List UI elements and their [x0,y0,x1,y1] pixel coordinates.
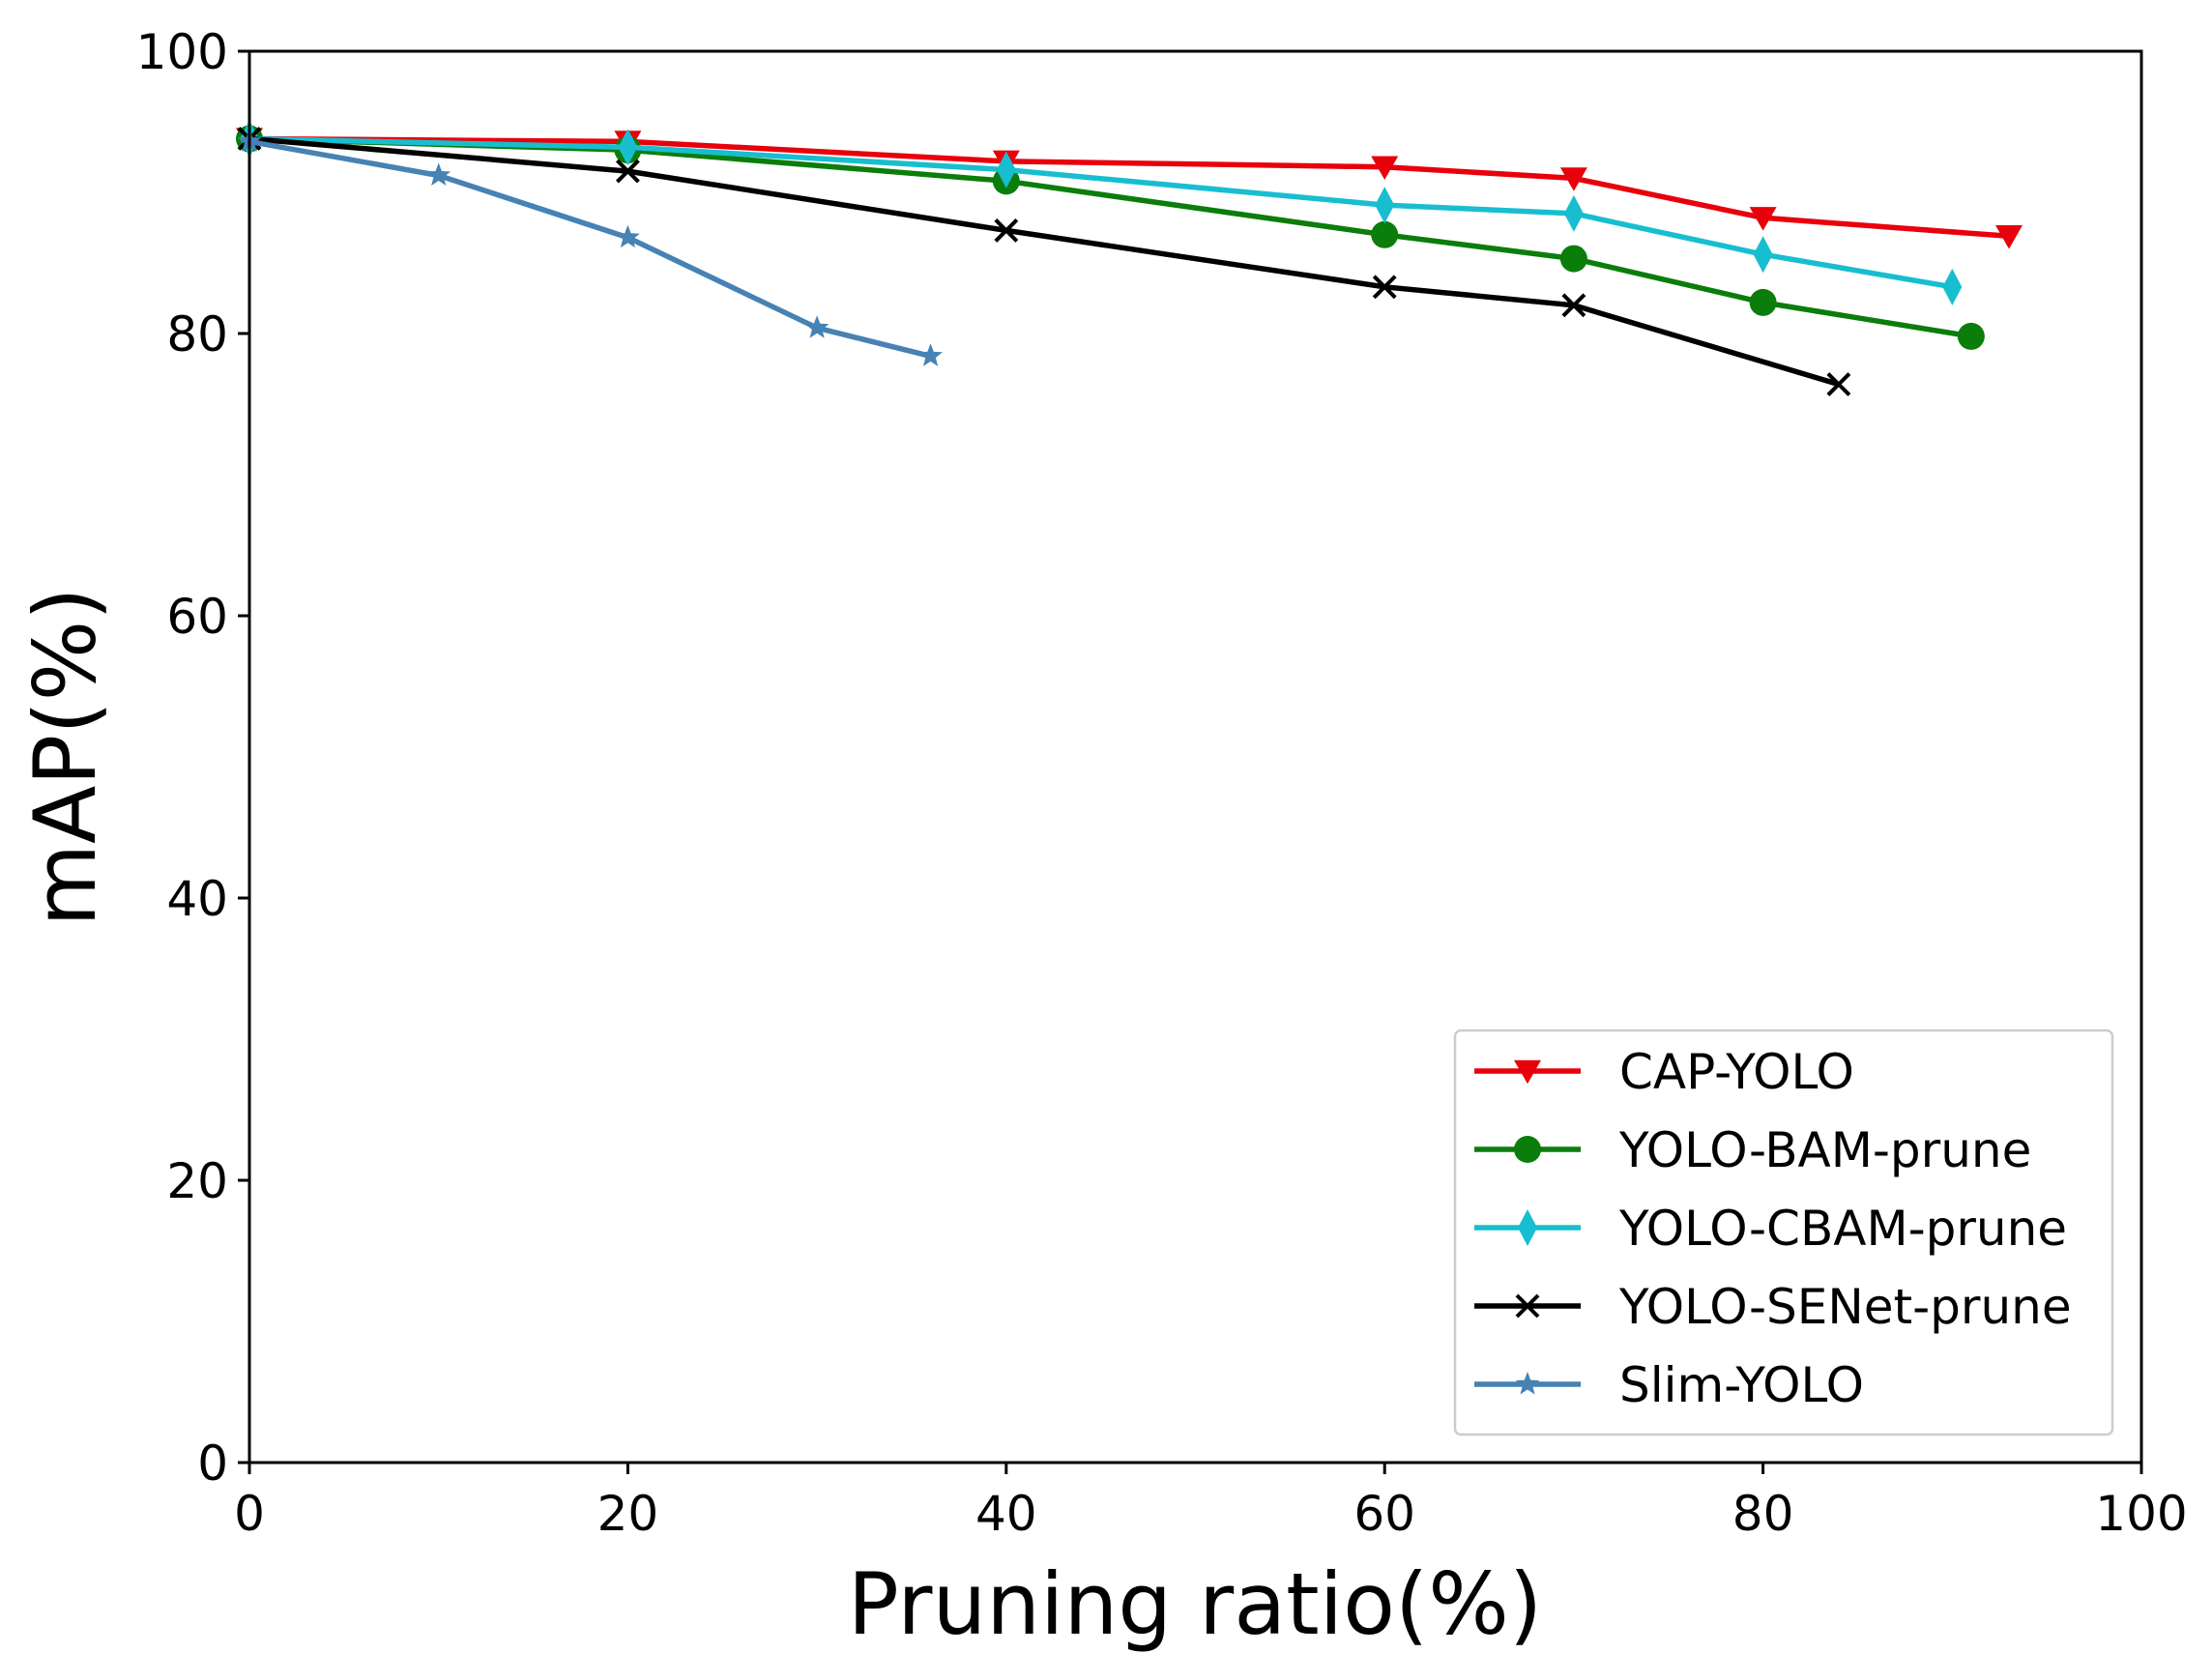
data-point-slim-yolo [918,343,943,366]
plot-series [236,120,2023,396]
data-point-yolo-cbam-prune [1375,187,1395,224]
data-point-cap-yolo [1995,225,2023,249]
legend-label: CAP-YOLO [1619,1044,1854,1100]
legend-marker [1514,1059,1541,1085]
x-tick-label: 80 [1732,1486,1794,1542]
data-point-yolo-cbam-prune [1563,194,1584,232]
legend-marker [1515,1372,1540,1395]
y-tick-label: 20 [166,1153,228,1209]
legend-entry-yolo-bam-prune: YOLO-BAM-prune [1474,1122,2031,1178]
data-point-slim-yolo [616,224,640,248]
legend-marker [1518,1209,1537,1246]
plot-frame [247,49,2143,1464]
x-tick-label: 40 [975,1486,1037,1542]
data-point-yolo-bam-prune [1371,220,1399,248]
y-axis-label: mAP(%) [15,587,115,926]
data-point-slim-yolo [426,162,451,186]
data-point-cap-yolo [1749,207,1777,231]
series-line-yolo-senet-prune [247,135,1842,388]
axis-ticks: 0 20 40 60 80 100 0 20 40 60 80 100 [136,24,2188,1542]
y-tick-label: 100 [136,24,228,80]
legend-marker [1514,1136,1541,1163]
data-point-yolo-senet-prune [1561,293,1586,318]
data-point-yolo-senet-prune [994,218,1019,243]
data-point-yolo-bam-prune [1559,245,1587,273]
y-tick-label: 40 [166,871,228,927]
data-point-yolo-cbam-prune [618,129,638,166]
legend-label: YOLO-SENet-prune [1618,1279,2072,1335]
x-tick-label: 100 [2095,1486,2187,1542]
data-point-yolo-bam-prune [1957,322,1985,350]
y-tick-label: 60 [166,589,228,645]
y-tick-label: 80 [166,306,228,362]
data-point-yolo-bam-prune [1749,288,1777,316]
legend: CAP-YOLO YOLO-BAM-prune YOLO-CBAM-prune YOL… [1453,1029,2114,1436]
data-point-yolo-senet-prune [615,159,640,184]
legend-entry-yolo-senet-prune: YOLO-SENet-prune [1474,1279,2072,1335]
x-tick-label: 20 [597,1486,659,1542]
x-tick-label: 0 [234,1486,265,1542]
data-point-yolo-cbam-prune [1753,236,1773,274]
legend-entry-slim-yolo: Slim-YOLO [1474,1357,1864,1413]
data-point-yolo-senet-prune [1826,372,1851,396]
x-tick-label: 60 [1353,1486,1415,1542]
legend-marker [1515,1293,1540,1319]
legend-entry-yolo-cbam-prune: YOLO-CBAM-prune [1474,1201,2067,1257]
data-point-cap-yolo [1559,167,1587,191]
legend-label: Slim-YOLO [1619,1357,1864,1413]
data-point-slim-yolo [804,315,830,338]
legend-label: YOLO-BAM-prune [1618,1122,2031,1178]
legend-entry-cap-yolo: CAP-YOLO [1474,1044,1854,1100]
legend-box [1453,1029,2114,1436]
data-point-cap-yolo [1371,156,1399,181]
x-axis-label: Pruning ratio(%) [848,1554,1542,1653]
data-point-yolo-cbam-prune [996,151,1016,188]
legend-label: YOLO-CBAM-prune [1618,1201,2067,1257]
data-point-yolo-cbam-prune [1942,268,1963,305]
data-point-yolo-senet-prune [1372,275,1397,300]
y-tick-label: 0 [197,1436,228,1492]
